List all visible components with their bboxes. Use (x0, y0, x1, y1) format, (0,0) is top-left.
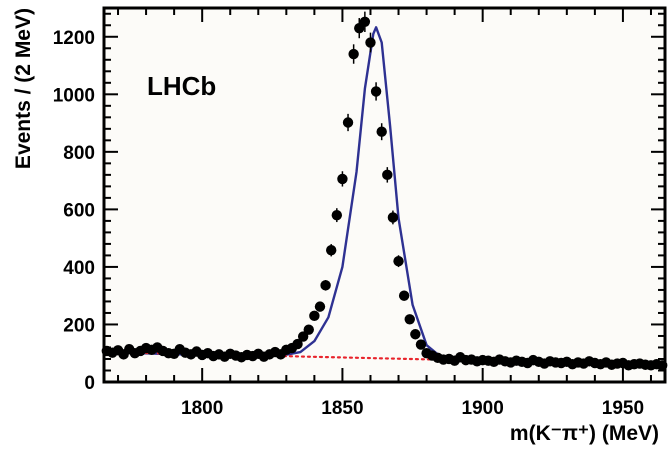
data-point (393, 255, 404, 267)
y-tick-label: 800 (63, 143, 95, 164)
data-point (348, 48, 359, 60)
data-point (387, 212, 399, 223)
x-tick-label: 1800 (181, 398, 223, 419)
y-tick-label: 200 (63, 315, 95, 336)
plot-frame (102, 6, 667, 384)
data-point (376, 126, 387, 137)
data-point (342, 117, 354, 128)
data-point (415, 339, 427, 350)
data-point (370, 86, 382, 97)
y-tick-label: 0 (84, 373, 95, 394)
data-point (292, 338, 303, 350)
x-axis-label: m(K⁻π⁺) (MeV) (510, 422, 659, 445)
y-tick-label: 1000 (53, 85, 95, 106)
x-tick-label: 1850 (321, 398, 363, 419)
data-point (331, 209, 343, 221)
data-point (309, 310, 320, 322)
data-point (398, 290, 410, 301)
data-point (359, 16, 371, 28)
data-point (314, 301, 326, 312)
y-axis-label: Events / (2 MeV) (12, 8, 35, 169)
x-tick-label: 1950 (602, 398, 644, 419)
data-point (404, 314, 415, 325)
data-point (382, 169, 393, 181)
y-tick-label: 600 (63, 200, 95, 221)
y-tick-label: 400 (63, 258, 95, 279)
y-tick-label: 1200 (53, 28, 95, 49)
data-point (303, 324, 314, 335)
data-point (410, 329, 421, 340)
experiment-label: LHCb (147, 71, 216, 101)
data-point (365, 37, 376, 48)
data-point (337, 173, 348, 185)
x-tick-label: 1900 (462, 398, 504, 419)
data-point (326, 245, 337, 256)
data-point (297, 331, 309, 342)
data-point (320, 280, 331, 291)
